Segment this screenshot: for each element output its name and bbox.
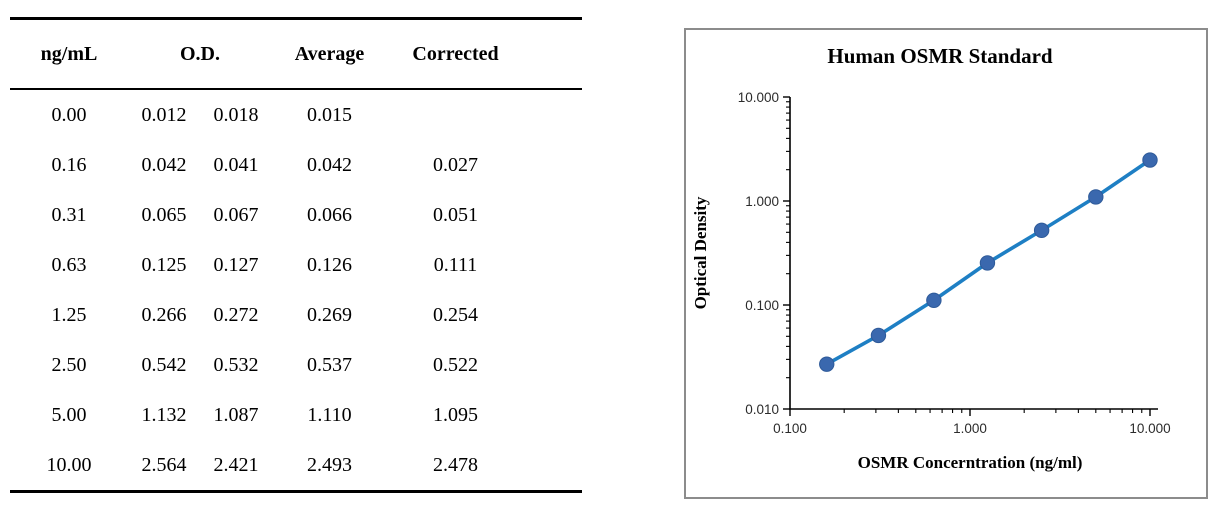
table-cell: 1.25 (51, 303, 87, 326)
col-header-average: Average (272, 18, 387, 90)
table-cell: 0.127 (213, 253, 259, 276)
table-cell: 0.266 (141, 303, 187, 326)
table-cell: 2.493 (307, 453, 352, 476)
table-body: 0.00 0.012 0.018 0.015 0.16 0.042 0.041 0.042 0.… (10, 89, 582, 492)
standard-curve-panel: Human OSMR Standard Optical Density OSMR… (684, 28, 1208, 499)
x-tick-label: 10.000 (1129, 421, 1170, 436)
table-cell: 0.532 (213, 353, 259, 376)
table-cell: 0.041 (213, 153, 259, 176)
table-cell: 0.018 (213, 103, 259, 126)
data-point-marker (979, 255, 996, 271)
table-cell: 1.095 (433, 403, 478, 426)
table-cell: 0.269 (307, 303, 352, 326)
table-cell: 0.067 (213, 203, 259, 226)
x-axis-title: OSMR Concerntration (ng/ml) (858, 453, 1083, 472)
table-cell: 0.16 (51, 153, 87, 176)
table-cell: 0.027 (433, 153, 478, 176)
data-point-marker (1033, 222, 1050, 239)
table-cell: 0.012 (141, 103, 187, 126)
table-cell: 5.00 (51, 403, 87, 426)
data-point-marker (1142, 152, 1158, 168)
table-cell: 0.066 (307, 203, 352, 226)
data-point-marker (819, 356, 835, 372)
table-row: 10.00 2.564 2.421 2.493 2.478 (10, 440, 582, 492)
y-tick-label: 0.100 (745, 298, 779, 313)
table-cell (387, 89, 582, 140)
y-tick-label: 1.000 (745, 194, 779, 209)
table-cell: 0.537 (307, 353, 352, 376)
table-cell: 0.542 (141, 353, 187, 376)
table-cell: 0.31 (51, 203, 87, 226)
table-cell: 0.254 (433, 303, 478, 326)
y-tick-label: 10.000 (738, 90, 779, 105)
table-header-row: ng/mL O.D. Average Corrected (10, 18, 582, 90)
table-cell: 0.272 (213, 303, 259, 326)
table-row: 0.16 0.042 0.041 0.042 0.027 (10, 140, 582, 190)
table-row: 1.25 0.266 0.272 0.269 0.254 (10, 290, 582, 340)
table-cell: 10.00 (46, 453, 92, 476)
table-cell: 2.50 (51, 353, 87, 376)
table-cell: 0.522 (433, 353, 478, 376)
table-cell: 0.126 (307, 253, 352, 276)
x-tick-label: 0.100 (773, 421, 807, 436)
table-cell: 0.042 (141, 153, 187, 176)
table-header: ng/mL O.D. Average Corrected (10, 18, 582, 90)
table-row: 5.00 1.132 1.087 1.110 1.095 (10, 390, 582, 440)
col-header-od: O.D. (128, 18, 272, 90)
plot-area: 10.000 1.000 0.100 0.010 0.100 1.000 10.000 (738, 90, 1171, 436)
table-cell: 2.478 (433, 453, 478, 476)
axes-lines (789, 97, 1158, 410)
data-point-marker (926, 292, 942, 308)
table-row: 0.00 0.012 0.018 0.015 (10, 89, 582, 140)
col-header-concentration: ng/mL (10, 18, 128, 90)
table-cell: 0.042 (307, 153, 352, 176)
table-cell: 2.564 (141, 453, 187, 476)
table-cell: 1.087 (213, 403, 259, 426)
standard-data-table: ng/mL O.D. Average Corrected 0.00 0.012 0.… (10, 17, 582, 493)
y-tick-label: 0.010 (745, 402, 779, 417)
col-header-corrected: Corrected (387, 18, 582, 90)
data-point-marker (870, 327, 887, 344)
table-cell: 0.065 (141, 203, 187, 226)
table-cell: 0.63 (51, 253, 87, 276)
table-row: 2.50 0.542 0.532 0.537 0.522 (10, 340, 582, 390)
table-cell: 0.015 (307, 103, 352, 126)
chart-title: Human OSMR Standard (827, 44, 1053, 68)
table-cell: 2.421 (213, 453, 259, 476)
table-row: 0.63 0.125 0.127 0.126 0.111 (10, 240, 582, 290)
table-row: 0.31 0.065 0.067 0.066 0.051 (10, 190, 582, 240)
table-cell: 1.110 (307, 403, 352, 426)
table-cell: 0.00 (51, 103, 87, 126)
y-axis-title: Optical Density (691, 196, 710, 309)
data-point-marker (1088, 189, 1104, 205)
table-cell: 1.132 (141, 403, 187, 426)
standard-curve-chart: Human OSMR Standard Optical Density OSMR… (691, 44, 1171, 472)
x-tick-label: 1.000 (953, 421, 987, 436)
table-cell: 0.111 (433, 253, 478, 276)
table-cell: 0.051 (433, 203, 478, 226)
table-cell: 0.125 (141, 253, 187, 276)
